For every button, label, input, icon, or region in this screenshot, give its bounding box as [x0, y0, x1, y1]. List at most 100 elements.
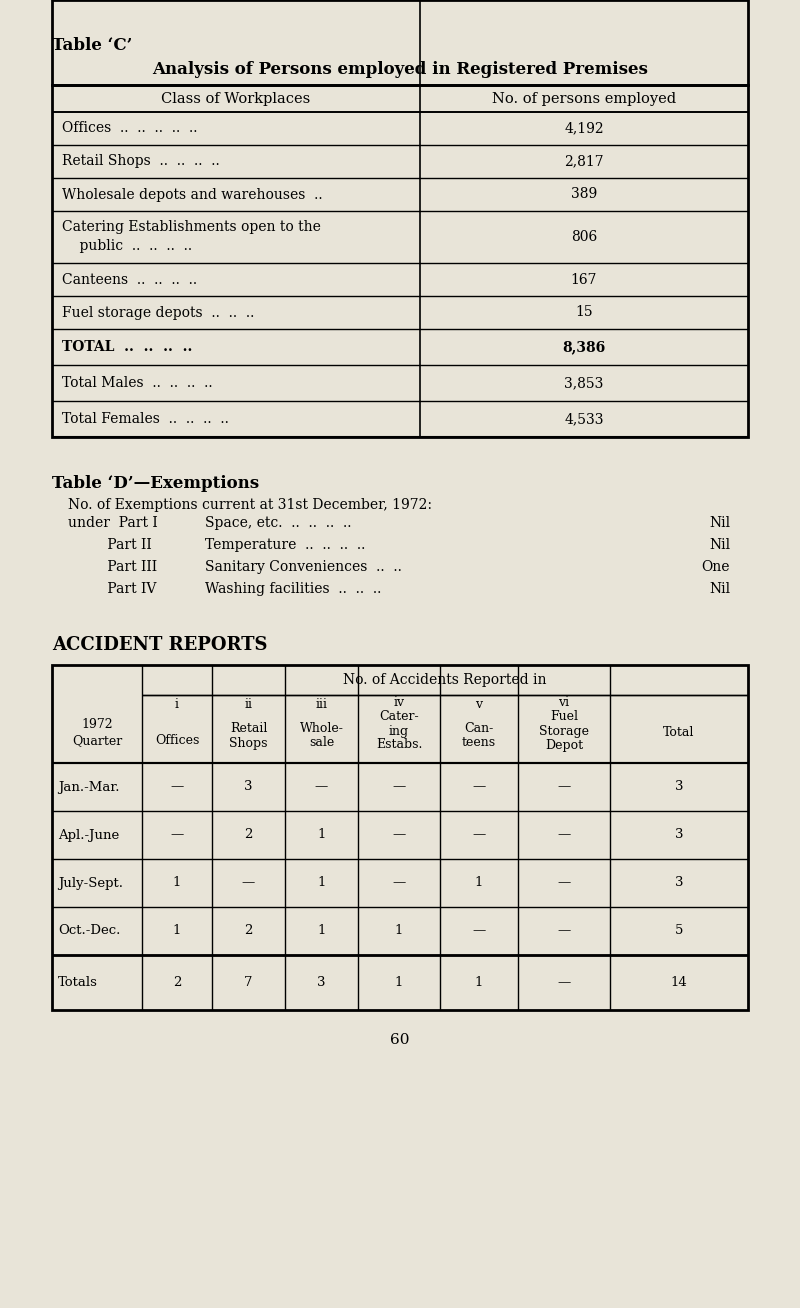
Text: 389: 389: [571, 187, 597, 201]
Text: 5: 5: [675, 925, 683, 938]
Text: 1: 1: [173, 925, 181, 938]
Text: Wholesale depots and warehouses  ..: Wholesale depots and warehouses ..: [62, 187, 322, 201]
Text: under  Part I: under Part I: [68, 515, 158, 530]
Text: 14: 14: [670, 976, 687, 989]
Text: public  ..  ..  ..  ..: public .. .. .. ..: [62, 239, 192, 254]
Text: Washing facilities  ..  ..  ..: Washing facilities .. .. ..: [205, 582, 382, 596]
Text: Space, etc.  ..  ..  ..  ..: Space, etc. .. .. .. ..: [205, 515, 351, 530]
Text: ACCIDENT REPORTS: ACCIDENT REPORTS: [52, 636, 267, 654]
Text: 4,533: 4,533: [564, 412, 604, 426]
Text: 1: 1: [318, 925, 326, 938]
Text: 3,853: 3,853: [564, 375, 604, 390]
Text: 2,817: 2,817: [564, 154, 604, 169]
Text: 1: 1: [395, 976, 403, 989]
Text: Table ‘D’—Exemptions: Table ‘D’—Exemptions: [52, 475, 259, 492]
Text: vi: vi: [558, 696, 570, 709]
Text: 3: 3: [318, 976, 326, 989]
Text: —: —: [558, 781, 570, 794]
Text: Can-: Can-: [464, 722, 494, 735]
Text: Part II: Part II: [68, 538, 152, 552]
Text: Total Females  ..  ..  ..  ..: Total Females .. .. .. ..: [62, 412, 229, 426]
Text: Catering Establishments open to the: Catering Establishments open to the: [62, 220, 321, 234]
Text: Apl.-June: Apl.-June: [58, 828, 119, 841]
Text: No. of persons employed: No. of persons employed: [492, 92, 676, 106]
Text: —: —: [472, 925, 486, 938]
Text: One: One: [702, 560, 730, 574]
Text: Part III: Part III: [68, 560, 157, 574]
Text: 1: 1: [173, 876, 181, 889]
Text: Analysis of Persons employed in Registered Premises: Analysis of Persons employed in Register…: [152, 61, 648, 78]
Text: 3: 3: [674, 828, 683, 841]
Text: —: —: [472, 828, 486, 841]
Text: teens: teens: [462, 736, 496, 749]
Text: Class of Workplaces: Class of Workplaces: [162, 92, 310, 106]
Text: Quarter: Quarter: [72, 735, 122, 747]
Text: i: i: [175, 698, 179, 712]
Text: Fuel storage depots  ..  ..  ..: Fuel storage depots .. .. ..: [62, 306, 254, 319]
Text: Offices  ..  ..  ..  ..  ..: Offices .. .. .. .. ..: [62, 122, 198, 136]
Text: Retail Shops  ..  ..  ..  ..: Retail Shops .. .. .. ..: [62, 154, 220, 169]
Text: Offices: Offices: [155, 734, 199, 747]
Text: 1: 1: [318, 828, 326, 841]
Text: ii: ii: [245, 698, 253, 712]
Text: Oct.-Dec.: Oct.-Dec.: [58, 925, 120, 938]
Text: Depot: Depot: [545, 739, 583, 752]
Bar: [52, 85, 748, 437]
Text: No. of Exemptions current at 31st December, 1972:: No. of Exemptions current at 31st Decemb…: [68, 498, 432, 511]
Text: 8,386: 8,386: [562, 340, 606, 354]
Text: 2: 2: [244, 828, 253, 841]
Text: 1: 1: [475, 876, 483, 889]
Text: Nil: Nil: [709, 515, 730, 530]
Text: July-Sept.: July-Sept.: [58, 876, 123, 889]
Text: —: —: [558, 925, 570, 938]
Text: 15: 15: [575, 306, 593, 319]
Text: v: v: [475, 698, 482, 712]
Text: Temperature  ..  ..  ..  ..: Temperature .. .. .. ..: [205, 538, 366, 552]
Text: 3: 3: [244, 781, 253, 794]
Text: —: —: [558, 876, 570, 889]
Text: Table ‘C’: Table ‘C’: [52, 37, 132, 54]
Text: 1: 1: [318, 876, 326, 889]
Text: iii: iii: [315, 698, 327, 712]
Text: —: —: [392, 781, 406, 794]
Text: —: —: [315, 781, 328, 794]
Text: 3: 3: [674, 876, 683, 889]
Text: 4,192: 4,192: [564, 122, 604, 136]
Text: 167: 167: [570, 272, 598, 286]
Text: —: —: [392, 828, 406, 841]
Text: Nil: Nil: [709, 582, 730, 596]
Text: Canteens  ..  ..  ..  ..: Canteens .. .. .. ..: [62, 272, 197, 286]
Text: —: —: [558, 976, 570, 989]
Text: Estabs.: Estabs.: [376, 739, 422, 752]
Bar: [52, 664, 748, 1010]
Text: 7: 7: [244, 976, 253, 989]
Text: No. of Accidents Reported in: No. of Accidents Reported in: [343, 674, 546, 687]
Text: 2: 2: [244, 925, 253, 938]
Text: 1972: 1972: [81, 718, 113, 731]
Text: sale: sale: [309, 736, 334, 749]
Bar: [52, 0, 748, 85]
Text: 60: 60: [390, 1033, 410, 1046]
Text: —: —: [392, 876, 406, 889]
Text: Retail: Retail: [230, 722, 267, 735]
Text: Cater-: Cater-: [379, 710, 419, 723]
Text: ing: ing: [389, 725, 409, 738]
Text: TOTAL  ..  ..  ..  ..: TOTAL .. .. .. ..: [62, 340, 192, 354]
Text: Fuel: Fuel: [550, 710, 578, 723]
Text: Jan.-Mar.: Jan.-Mar.: [58, 781, 119, 794]
Text: —: —: [170, 781, 184, 794]
Text: 1: 1: [475, 976, 483, 989]
Text: 2: 2: [173, 976, 181, 989]
Text: —: —: [472, 781, 486, 794]
Text: Total: Total: [663, 726, 694, 739]
Text: 806: 806: [571, 230, 597, 245]
Text: —: —: [170, 828, 184, 841]
Text: Storage: Storage: [539, 725, 589, 738]
Text: Part IV: Part IV: [68, 582, 156, 596]
Text: iv: iv: [394, 696, 405, 709]
Text: —: —: [242, 876, 255, 889]
Text: 3: 3: [674, 781, 683, 794]
Text: 1: 1: [395, 925, 403, 938]
Text: Whole-: Whole-: [299, 722, 343, 735]
Text: Sanitary Conveniences  ..  ..: Sanitary Conveniences .. ..: [205, 560, 402, 574]
